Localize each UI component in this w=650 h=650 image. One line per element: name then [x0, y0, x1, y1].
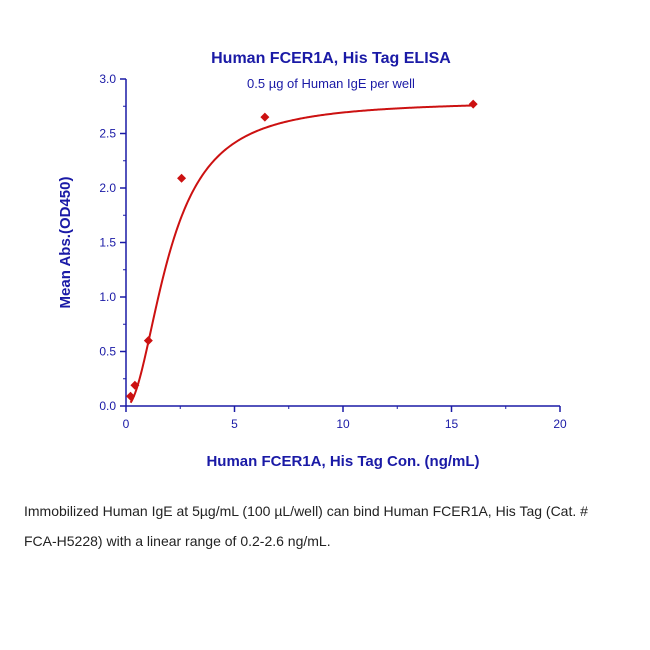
elisa-chart: Human FCER1A, His Tag ELISA 0.5 µg of Hu…	[57, 50, 567, 470]
y-axis-ticks: 0.0 0.5 1.0 1.5 2.0 2.5 3.0	[99, 72, 126, 413]
y-tick-label: 0.0	[99, 399, 116, 413]
y-axis-label: Mean Abs.(OD450)	[57, 177, 74, 309]
x-tick-label: 20	[553, 417, 567, 431]
data-point	[143, 336, 153, 346]
data-point	[130, 380, 140, 390]
y-tick-label: 1.5	[99, 236, 116, 250]
y-tick-label: 2.5	[99, 127, 116, 141]
y-tick-label: 2.0	[99, 181, 116, 195]
data-point	[177, 173, 187, 183]
y-tick-label: 1.0	[99, 290, 116, 304]
x-axis-label: Human FCER1A, His Tag Con. (ng/mL)	[206, 453, 479, 470]
fit-curve	[129, 104, 474, 404]
x-tick-label: 5	[231, 417, 238, 431]
y-tick-label: 3.0	[99, 72, 116, 86]
x-axis-ticks: 0 5 10 15 20	[123, 406, 567, 431]
chart-subtitle: 0.5 µg of Human IgE per well	[247, 76, 415, 91]
data-point	[126, 391, 136, 401]
figure-caption: Immobilized Human IgE at 5µg/mL (100 µL/…	[24, 503, 588, 549]
x-tick-label: 15	[445, 417, 459, 431]
x-tick-label: 0	[123, 417, 130, 431]
chart-title: Human FCER1A, His Tag ELISA	[211, 50, 451, 67]
x-tick-label: 10	[336, 417, 350, 431]
data-point	[468, 99, 478, 109]
y-tick-label: 0.5	[99, 345, 116, 359]
data-points	[126, 99, 478, 401]
data-point	[260, 112, 270, 122]
axes	[125, 79, 560, 407]
